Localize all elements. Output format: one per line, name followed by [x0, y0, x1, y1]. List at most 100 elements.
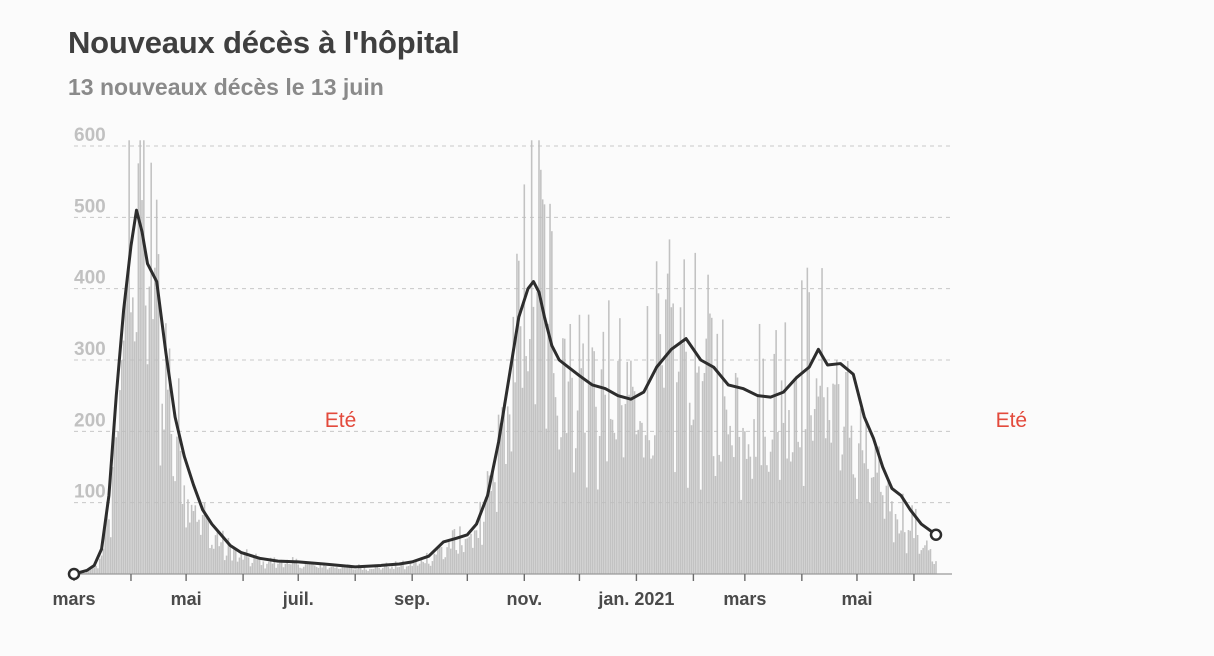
daily-bar: [903, 532, 906, 574]
daily-bar: [799, 447, 801, 574]
daily-bar: [229, 546, 232, 574]
daily-bar: [650, 458, 652, 574]
daily-bar: [106, 501, 108, 574]
daily-bar: [393, 569, 395, 574]
daily-bar: [341, 566, 344, 574]
daily-bar: [709, 313, 711, 574]
daily-bar: [896, 519, 899, 574]
daily-bar: [685, 351, 687, 574]
daily-bar: [372, 568, 375, 574]
daily-bar: [642, 457, 645, 574]
daily-bar: [170, 434, 173, 574]
daily-bar: [291, 557, 294, 574]
daily-bar: [556, 415, 559, 574]
daily-bar: [352, 569, 355, 574]
daily-bar: [933, 564, 935, 574]
daily-bar: [141, 200, 143, 575]
daily-bar: [121, 360, 123, 574]
daily-bar: [716, 333, 719, 574]
daily-bar: [569, 323, 572, 574]
daily-bar: [534, 404, 537, 574]
daily-bar: [168, 348, 171, 574]
daily-bar: [821, 268, 823, 574]
daily-bar: [258, 556, 261, 574]
daily-bar: [457, 553, 459, 574]
daily-bar: [841, 454, 844, 574]
daily-bar: [734, 372, 737, 574]
daily-bar: [323, 564, 325, 574]
daily-bar: [826, 387, 829, 574]
daily-bar: [179, 450, 182, 574]
daily-bar: [532, 306, 535, 574]
daily-bar: [365, 569, 368, 574]
y-tick-label-100: 100: [74, 482, 106, 503]
daily-bar: [325, 565, 327, 574]
daily-bar: [359, 567, 362, 574]
daily-bar: [200, 534, 202, 574]
daily-bar: [665, 299, 667, 574]
daily-bar: [209, 548, 211, 574]
daily-bar: [850, 425, 853, 574]
daily-bar: [931, 561, 934, 574]
daily-bar: [262, 561, 265, 574]
daily-bar: [499, 423, 502, 574]
daily-bar: [915, 508, 917, 574]
daily-bar: [597, 489, 599, 574]
summer-annotation: Eté: [325, 409, 357, 432]
daily-bar: [744, 431, 746, 574]
daily-bar: [725, 409, 728, 574]
daily-bar: [589, 383, 592, 574]
daily-bar: [385, 562, 388, 574]
daily-bar: [839, 470, 842, 574]
daily-bar: [494, 482, 496, 574]
end-marker: [929, 528, 943, 542]
daily-bar: [922, 547, 924, 574]
daily-bar: [749, 456, 752, 574]
daily-bar: [266, 563, 268, 574]
daily-bar: [547, 323, 549, 574]
daily-bar: [661, 365, 663, 574]
daily-bar: [264, 568, 266, 574]
daily-bar: [865, 422, 867, 574]
daily-bar: [762, 358, 765, 574]
daily-bar: [929, 549, 932, 574]
daily-bar: [615, 439, 617, 574]
daily-bar: [514, 382, 516, 574]
daily-bar: [773, 353, 776, 574]
daily-bar: [778, 479, 781, 574]
daily-bar: [813, 409, 816, 574]
daily-bar: [251, 562, 254, 574]
daily-bar: [148, 286, 151, 574]
daily-bar: [143, 140, 145, 574]
daily-bar: [802, 485, 805, 574]
daily-bar: [788, 410, 790, 574]
daily-bar: [376, 564, 379, 574]
daily-bar: [492, 467, 494, 574]
daily-bar: [189, 522, 191, 574]
daily-bar: [100, 555, 103, 574]
daily-bar: [834, 384, 836, 574]
daily-bar: [95, 565, 97, 574]
daily-bar: [655, 261, 658, 574]
daily-bar: [676, 382, 678, 574]
daily-bar: [220, 542, 222, 574]
moving-average-line: [72, 208, 938, 576]
summer-annotation: Eté: [996, 409, 1028, 432]
daily-bar: [97, 568, 99, 574]
daily-bar: [529, 339, 531, 574]
daily-bar: [293, 561, 296, 574]
daily-bar: [109, 537, 112, 574]
x-tick-label-2020-09-01: sep.: [394, 589, 430, 609]
daily-bar: [177, 378, 180, 574]
x-tick-label-2021-05-01: mai: [841, 589, 872, 609]
daily-bar: [451, 530, 454, 574]
x-tick-label-2020-07-01: juil.: [282, 589, 314, 609]
daily-bar: [536, 292, 538, 574]
daily-bar: [398, 566, 401, 574]
daily-bar: [249, 566, 252, 574]
daily-bar: [600, 369, 603, 574]
daily-bar: [277, 563, 279, 574]
daily-bar: [578, 314, 581, 574]
daily-bar: [819, 385, 821, 574]
daily-bar: [624, 403, 627, 574]
